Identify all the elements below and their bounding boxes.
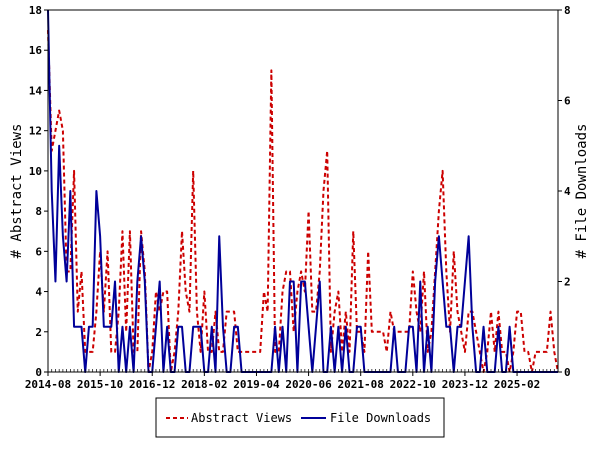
x-tick-label: 2022-10 bbox=[390, 378, 436, 391]
left-tick-label: 18 bbox=[29, 4, 42, 17]
left-tick-label: 12 bbox=[29, 125, 42, 138]
left-tick-label: 14 bbox=[29, 84, 43, 97]
left-y-axis: 0 2 4 6 8 10 12 14 16 18 bbox=[29, 4, 48, 379]
left-tick-label: 16 bbox=[29, 44, 43, 57]
left-tick-label: 4 bbox=[35, 286, 42, 299]
legend-label-file-downloads: File Downloads bbox=[330, 411, 431, 425]
left-tick-label: 2 bbox=[35, 326, 42, 339]
right-tick-label: 6 bbox=[564, 95, 571, 108]
x-axis: 2014-08 2015-10 2016-12 2018-02 2019-04 2020-… bbox=[25, 372, 540, 391]
x-tick-label: 2014-08 bbox=[25, 378, 71, 391]
legend: Abstract Views File Downloads bbox=[155, 397, 445, 438]
right-axis-title: # File Downloads bbox=[574, 124, 590, 259]
x-tick-label: 2015-10 bbox=[77, 378, 123, 391]
left-tick-label: 0 bbox=[35, 366, 42, 379]
x-tick-label: 2016-12 bbox=[129, 378, 175, 391]
legend-box bbox=[155, 397, 445, 438]
x-minor-ticks bbox=[47, 369, 559, 372]
x-tick-label: 2023-12 bbox=[442, 378, 488, 391]
x-tick-label: 2020-06 bbox=[285, 378, 332, 391]
legend-label-abstract-views: Abstract Views bbox=[191, 411, 292, 425]
x-tick-label: 2025-02 bbox=[494, 378, 540, 391]
x-tick-label: 2018-02 bbox=[181, 378, 227, 391]
series-layer bbox=[47, 9, 559, 373]
left-tick-label: 8 bbox=[35, 205, 42, 218]
x-tick-label: 2019-04 bbox=[233, 378, 280, 391]
right-tick-label: 0 bbox=[564, 366, 571, 379]
left-axis-title: # Abstract Views bbox=[9, 124, 25, 259]
right-tick-label: 8 bbox=[564, 4, 571, 17]
left-tick-label: 6 bbox=[35, 245, 42, 258]
right-tick-label: 2 bbox=[564, 276, 571, 289]
left-tick-label: 10 bbox=[29, 165, 42, 178]
series-line-file-downloads bbox=[47, 9, 558, 373]
right-tick-label: 4 bbox=[564, 185, 571, 198]
right-y-axis: 0 2 4 6 8 bbox=[558, 4, 571, 379]
series-line-abstract-views bbox=[47, 30, 559, 373]
x-tick-label: 2021-08 bbox=[338, 378, 384, 391]
